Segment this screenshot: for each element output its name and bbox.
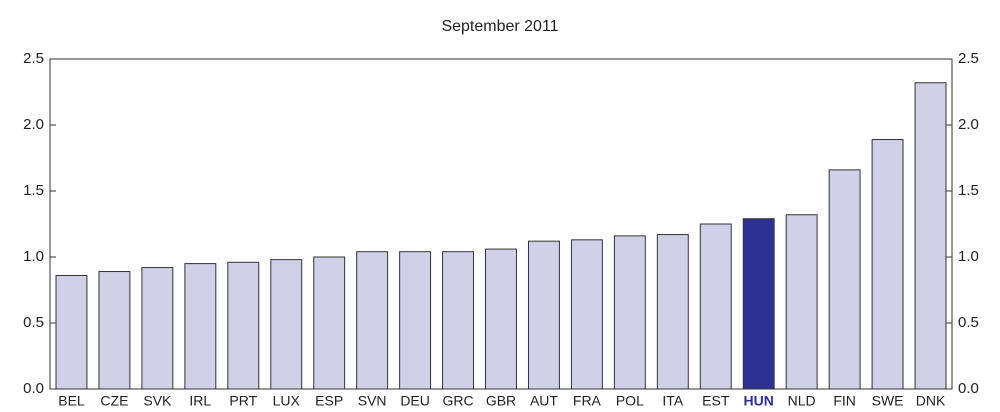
y2-tick-label: 0.0 — [958, 380, 979, 397]
x-tick-label: FRA — [573, 393, 602, 409]
y2-tick-label: 2.0 — [958, 116, 979, 133]
bar — [785, 214, 818, 390]
bar — [227, 261, 260, 390]
bar — [55, 274, 88, 390]
x-tick-label: GBR — [486, 393, 516, 409]
y2-tick-label: 0.5 — [958, 314, 979, 331]
bar — [313, 256, 346, 390]
x-tick-label: ESP — [315, 393, 343, 409]
bar — [570, 239, 603, 390]
y2-tick-label: 1.0 — [958, 248, 979, 265]
x-tick-label: FIN — [833, 393, 856, 409]
y2-tick-label: 2.5 — [958, 50, 979, 67]
bar — [141, 267, 174, 390]
x-tick-label: NLD — [788, 393, 816, 409]
y-tick-label: 2.0 — [23, 116, 44, 133]
x-tick-label: GRC — [442, 393, 473, 409]
y-tick-label: 1.5 — [23, 182, 44, 199]
bar — [871, 139, 904, 390]
x-tick-label: LUX — [273, 393, 301, 409]
bar — [828, 169, 861, 390]
x-tick-label: DEU — [400, 393, 430, 409]
bar — [356, 251, 389, 390]
y-tick-label: 0.5 — [23, 314, 44, 331]
bar — [184, 263, 217, 390]
bar — [442, 251, 475, 390]
x-tick-label: SVN — [358, 393, 387, 409]
bar — [485, 248, 517, 390]
chart-title: September 2011 — [441, 18, 558, 35]
y2-tick-label: 1.5 — [958, 182, 979, 199]
x-tick-label: POL — [616, 393, 644, 409]
y-tick-label: 2.5 — [23, 50, 44, 67]
x-tick-label: DNK — [916, 393, 946, 409]
x-tick-label: IRL — [189, 393, 211, 409]
x-tick-label: BEL — [58, 393, 85, 409]
bar — [656, 234, 689, 390]
y-tick-label: 1.0 — [23, 248, 44, 265]
bar — [699, 223, 732, 390]
bar — [270, 259, 303, 390]
x-tick-label: SWE — [872, 393, 904, 409]
x-tick-label: EST — [702, 393, 730, 409]
x-tick-label: CZE — [100, 393, 128, 409]
x-tick-label: PRT — [229, 393, 257, 409]
x-tick-label: AUT — [530, 393, 558, 409]
bar — [914, 82, 947, 390]
bar — [98, 271, 131, 390]
x-tick-label: ITA — [662, 393, 683, 409]
x-tick-label: SVK — [143, 393, 172, 409]
bar — [742, 218, 775, 390]
bar — [527, 240, 560, 390]
bar — [399, 251, 432, 390]
x-tick-label: HUN — [744, 393, 774, 409]
bar — [613, 235, 646, 390]
y-tick-label: 0.0 — [23, 380, 44, 397]
